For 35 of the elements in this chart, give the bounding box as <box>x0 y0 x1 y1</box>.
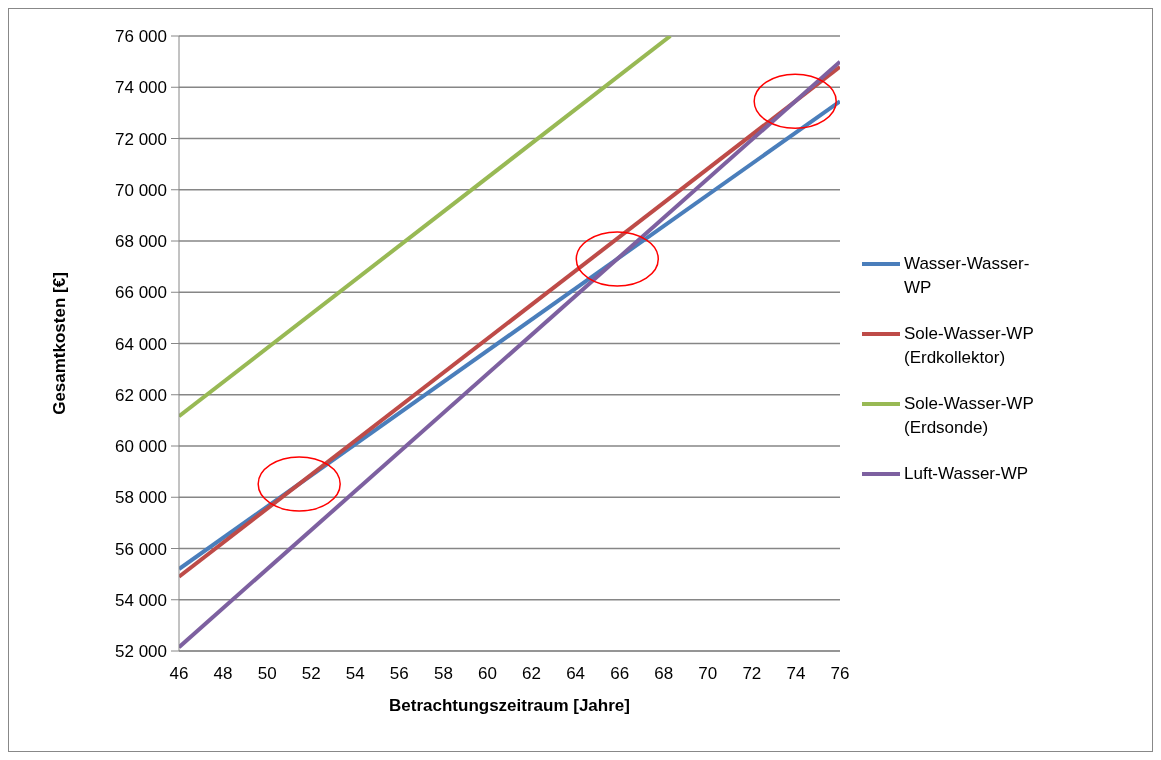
x-tick-label: 76 <box>830 664 850 684</box>
x-tick-label: 70 <box>698 664 718 684</box>
x-tick-label: 54 <box>345 664 365 684</box>
x-tick-label: 56 <box>389 664 409 684</box>
x-tick-label: 52 <box>301 664 321 684</box>
y-tick-label: 62 000 <box>115 385 167 405</box>
x-tick-label: 46 <box>169 664 189 684</box>
x-tick-label: 58 <box>433 664 453 684</box>
y-tick-label: 52 000 <box>115 642 167 662</box>
legend-label: Sole-Wasser-WP (Erdsonde) <box>904 393 1035 439</box>
y-tick-label: 64 000 <box>115 334 167 354</box>
x-tick-label: 62 <box>522 664 541 684</box>
x-tick-label: 74 <box>786 664 806 684</box>
x-tick-label: 72 <box>742 664 762 684</box>
x-axis-title: Betrachtungszeitraum [Jahre] <box>389 696 630 715</box>
y-tick-label: 76 000 <box>115 27 167 47</box>
y-tick-label: 66 000 <box>115 283 167 303</box>
legend-label: Sole-Wasser-WP (Erdkollektor) <box>904 323 1035 369</box>
y-tick-label: 74 000 <box>115 78 167 98</box>
y-tick-label: 56 000 <box>115 539 167 559</box>
y-tick-label: 60 000 <box>115 437 167 457</box>
x-tick-label: 48 <box>213 664 233 684</box>
x-tick-label: 50 <box>257 664 277 684</box>
x-tick-label: 68 <box>654 664 674 684</box>
legend-label: Wasser-Wasser-WP <box>904 253 1031 299</box>
y-tick-label: 70 000 <box>115 180 167 200</box>
y-tick-label: 72 000 <box>115 129 167 149</box>
x-tick-label: 66 <box>610 664 630 684</box>
y-tick-label: 54 000 <box>115 590 167 610</box>
legend-label: Luft-Wasser-WP <box>904 463 1030 485</box>
y-axis-title: Gesamtkosten [€] <box>50 272 70 415</box>
x-tick-label: 60 <box>478 664 497 684</box>
x-tick-label: 64 <box>566 664 586 684</box>
y-tick-label: 58 000 <box>115 488 167 508</box>
y-tick-label: 68 000 <box>115 232 167 252</box>
